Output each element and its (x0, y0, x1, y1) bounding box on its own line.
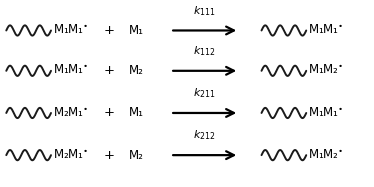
Text: $k_{112}$: $k_{112}$ (193, 44, 216, 58)
Text: $\mathregular{M₁M₁}^{\bullet}$: $\mathregular{M₁M₁}^{\bullet}$ (53, 24, 88, 37)
Text: $\mathregular{M₁M₁}^{\bullet}$: $\mathregular{M₁M₁}^{\bullet}$ (308, 24, 344, 37)
Text: M₁: M₁ (129, 106, 144, 119)
Text: $\mathregular{M₂M₁}^{\bullet}$: $\mathregular{M₂M₁}^{\bullet}$ (53, 149, 88, 162)
Text: $k_{212}$: $k_{212}$ (193, 128, 216, 142)
Text: $\mathregular{M₁M₂}^{\bullet}$: $\mathregular{M₁M₂}^{\bullet}$ (308, 149, 344, 162)
Text: $\mathregular{M₁M₁}^{\bullet}$: $\mathregular{M₁M₁}^{\bullet}$ (53, 64, 88, 77)
Text: M₂: M₂ (129, 64, 144, 77)
Text: M₁: M₁ (129, 24, 144, 37)
Text: M₂: M₂ (129, 149, 144, 162)
Text: $\mathregular{M₁M₂}^{\bullet}$: $\mathregular{M₁M₂}^{\bullet}$ (308, 64, 344, 77)
Text: $k_{111}$: $k_{111}$ (193, 4, 216, 18)
Text: +: + (103, 64, 114, 77)
Text: +: + (103, 24, 114, 37)
Text: $\mathregular{M₁M₁}^{\bullet}$: $\mathregular{M₁M₁}^{\bullet}$ (308, 106, 344, 119)
Text: $\mathregular{M₂M₁}^{\bullet}$: $\mathregular{M₂M₁}^{\bullet}$ (53, 106, 88, 119)
Text: +: + (103, 149, 114, 162)
Text: +: + (103, 106, 114, 119)
Text: $k_{211}$: $k_{211}$ (193, 86, 216, 100)
